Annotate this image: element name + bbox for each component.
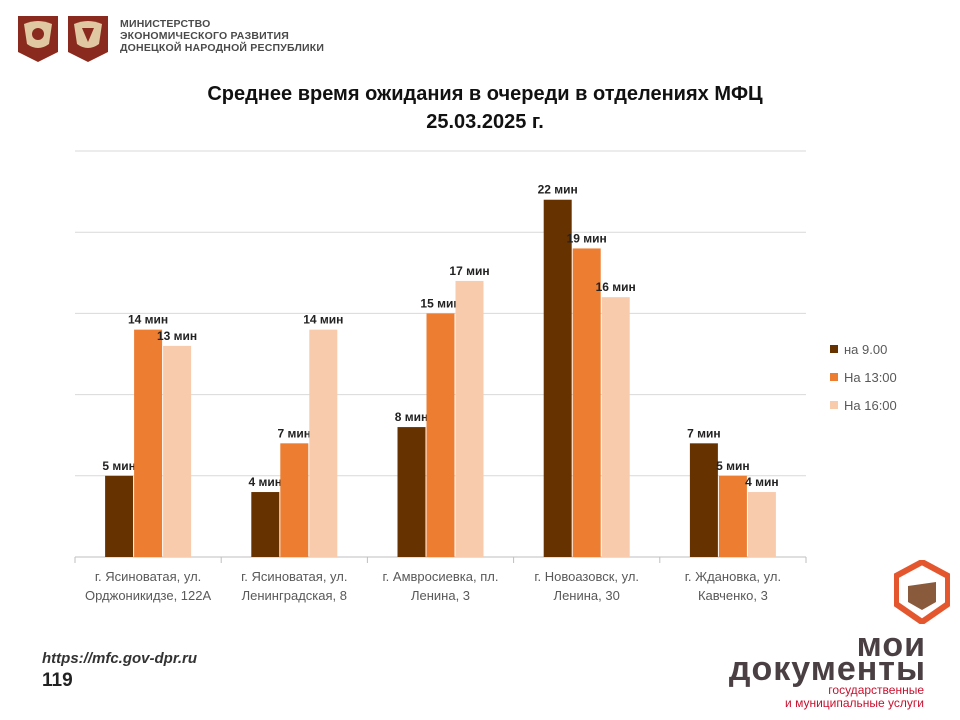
bar-3 <box>163 345 192 557</box>
chart-title-line1: Среднее время ожидания в очереди в отдел… <box>207 83 763 105</box>
data-label: 16 мин <box>596 280 636 294</box>
category-label: г. Ждановка, ул. <box>685 569 781 584</box>
bar-1 <box>397 427 426 557</box>
data-label: 15 мин <box>420 296 460 310</box>
data-label: 13 мин <box>157 329 197 343</box>
bar-2 <box>426 313 455 557</box>
bar-1 <box>543 199 572 557</box>
legend-swatch <box>830 373 838 381</box>
category-label: г. Амвросиевка, пл. <box>383 569 499 584</box>
data-label: 19 мин <box>567 231 607 245</box>
bar-3 <box>455 280 484 557</box>
bar-1 <box>251 492 280 557</box>
category-label: г. Ясиноватая, ул. <box>95 569 201 584</box>
chart-title-line2: 25.03.2025 г. <box>426 111 544 133</box>
data-label: 7 мин <box>687 426 721 440</box>
category-label: Кавченко, 3 <box>698 588 768 603</box>
dpr-coat-of-arms-emblem-icon <box>68 16 108 62</box>
ministry-line: МИНИСТЕРСТВО <box>120 18 211 30</box>
brand-name-line1: мои <box>856 626 926 664</box>
bar-2 <box>134 329 163 557</box>
legend-label: на 9.00 <box>844 342 887 357</box>
bar-2 <box>572 248 601 557</box>
legend-label: На 16:00 <box>844 398 897 413</box>
brand-tagline-line1: государственные <box>828 683 924 697</box>
bar-3 <box>309 329 338 557</box>
data-label: 7 мин <box>278 426 312 440</box>
page-number: 119 <box>42 670 73 691</box>
legend-label: На 13:00 <box>844 370 897 385</box>
bar-3 <box>601 297 630 557</box>
bar-2 <box>280 443 309 557</box>
category-label: г. Ясиноватая, ул. <box>241 569 347 584</box>
data-label: 14 мин <box>128 313 168 327</box>
bar-2 <box>718 475 747 557</box>
data-label: 5 мин <box>716 459 750 473</box>
bar-3 <box>747 492 776 557</box>
moi-dokumenty-logo-icon <box>894 560 950 624</box>
data-label: 5 мин <box>102 459 136 473</box>
bar-1 <box>105 475 134 557</box>
legend-swatch <box>830 345 838 353</box>
ministry-line: ДОНЕЦКОЙ НАРОДНОЙ РЕСПУБЛИКИ <box>120 42 325 54</box>
data-label: 4 мин <box>249 475 283 489</box>
data-label: 14 мин <box>303 313 343 327</box>
ministry-name: МИНИСТЕРСТВО ЭКОНОМИЧЕСКОГО РАЗВИТИЯ ДОН… <box>120 18 324 54</box>
coat-of-arms-emblem-icon <box>18 16 58 62</box>
data-label: 17 мин <box>449 264 489 278</box>
ministry-line: ЭКОНОМИЧЕСКОГО РАЗВИТИЯ <box>120 30 290 42</box>
header: МИНИСТЕРСТВО ЭКОНОМИЧЕСКОГО РАЗВИТИЯ ДОН… <box>16 14 324 68</box>
data-label: 8 мин <box>395 410 429 424</box>
category-label: Ленина, 3 <box>411 588 470 603</box>
legend-swatch <box>830 401 838 409</box>
data-label: 4 мин <box>745 475 779 489</box>
chart-title: Среднее время ожидания в очереди в отдел… <box>80 80 890 136</box>
category-label: Орджоникидзе, 122А <box>85 588 211 603</box>
brand-tagline: государственные и муниципальные услуги <box>785 684 924 710</box>
brand-tagline-line2: и муниципальные услуги <box>785 696 924 710</box>
category-label: Ленина, 30 <box>554 588 620 603</box>
category-label: Ленинградская, 8 <box>242 588 347 603</box>
bar-chart: 5 мин 14 мин 13 мин г. Ясиноватая, ул. Орджо… <box>74 150 897 603</box>
brand-name-line2: документы <box>728 650 926 688</box>
category-label: г. Новоазовск, ул. <box>534 569 639 584</box>
website-link[interactable]: https://mfc.gov-dpr.ru <box>42 650 197 667</box>
data-label: 22 мин <box>538 183 578 197</box>
bar-1 <box>689 443 718 557</box>
